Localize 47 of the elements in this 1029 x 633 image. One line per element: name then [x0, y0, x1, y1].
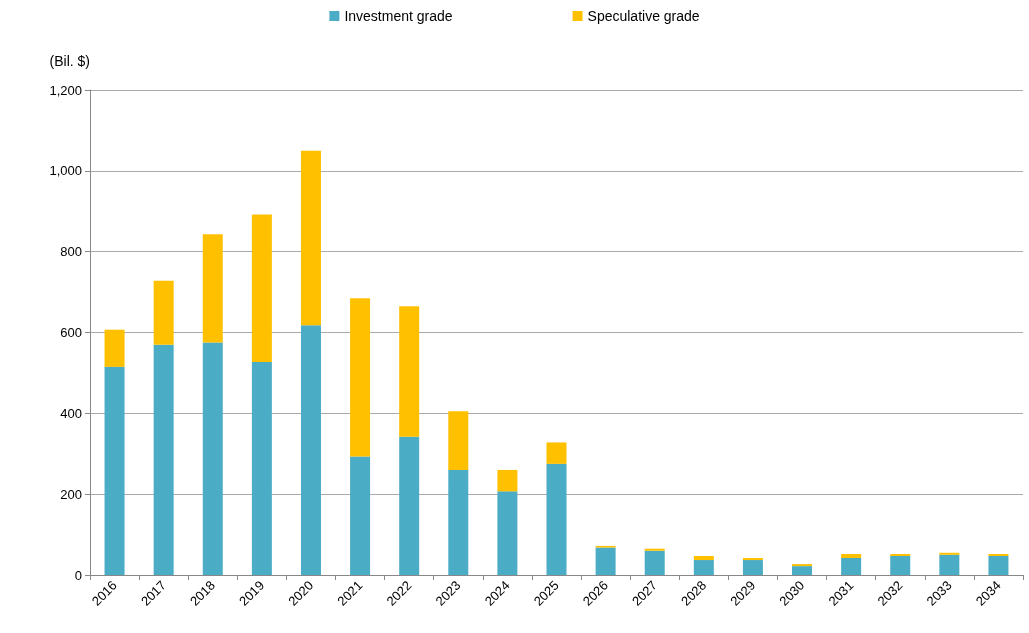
y-tick-label: 1,200: [49, 82, 82, 98]
legend-label: Speculative grade: [587, 8, 700, 24]
bar: [742, 558, 763, 561]
y-tick-label: 0: [74, 567, 82, 583]
bar: [448, 469, 469, 575]
bar: [841, 553, 862, 559]
bar: [890, 553, 911, 556]
y-tick-label: 800: [60, 244, 82, 260]
bar: [448, 411, 469, 470]
bar: [693, 556, 714, 561]
bar: [202, 234, 223, 343]
y-tick-label: 1,000: [49, 163, 82, 179]
bar: [939, 554, 960, 575]
y-axis-title: (Bil. $): [49, 53, 90, 69]
bar: [350, 298, 371, 457]
bar: [595, 547, 616, 575]
bar: [300, 150, 321, 326]
bar: [497, 469, 518, 492]
bar: [939, 552, 960, 555]
bar: [104, 366, 125, 575]
bar: [202, 342, 223, 575]
bar: [153, 280, 174, 345]
bar: [890, 556, 911, 575]
bar: [841, 558, 862, 575]
bar: [251, 214, 272, 362]
y-tick-label: 400: [60, 405, 82, 421]
y-tick-label: 600: [60, 325, 82, 340]
bar: [399, 436, 420, 575]
bar: [644, 550, 665, 575]
bar: [399, 306, 420, 437]
bar: [251, 362, 272, 575]
bar: [644, 548, 665, 551]
bar: [792, 566, 813, 575]
bar: [693, 560, 714, 575]
y-tick-label: 200: [60, 486, 82, 502]
bar: [546, 463, 567, 575]
legend-label: Investment grade: [344, 8, 453, 24]
bar: [104, 329, 125, 367]
bar: [988, 556, 1009, 575]
bar: [742, 560, 763, 575]
bar: [153, 344, 174, 575]
bar: [300, 325, 321, 575]
bar: [792, 564, 813, 567]
bar: [988, 553, 1009, 556]
bar: [350, 456, 371, 575]
bar: [497, 491, 518, 575]
bar: [546, 442, 567, 464]
